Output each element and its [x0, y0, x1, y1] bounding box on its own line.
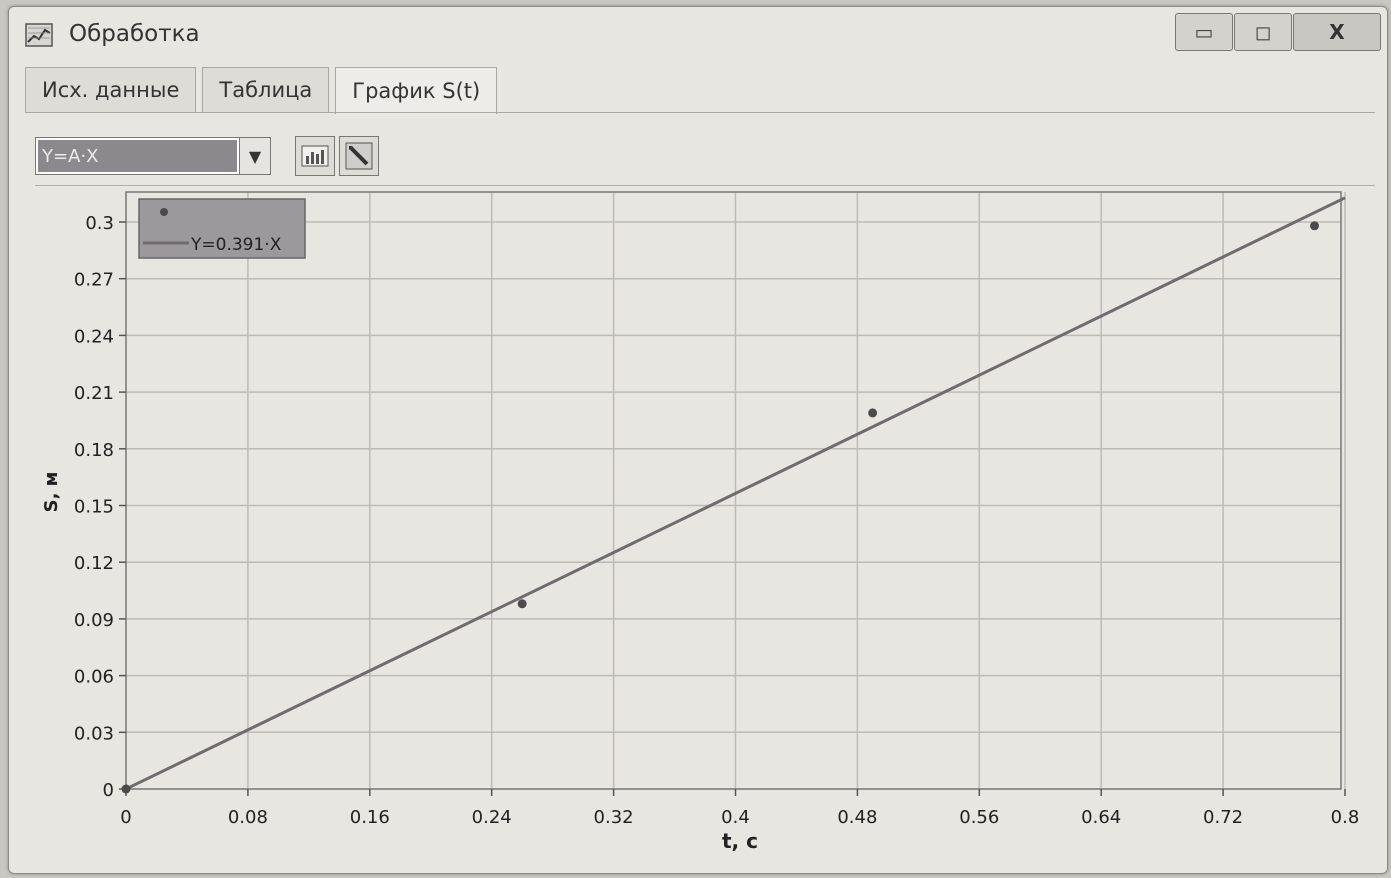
- toolbar: Y=A·X ▼: [35, 133, 379, 179]
- chart-icon: [301, 145, 329, 167]
- toolbar-divider: [35, 185, 1375, 186]
- data-point: [517, 599, 527, 609]
- tab-bar: Исх. данные Таблица График S(t): [25, 67, 503, 114]
- y-tick-label: 0.24: [74, 326, 114, 347]
- tab-divider: [25, 112, 1375, 113]
- maximize-button[interactable]: ◻: [1234, 13, 1292, 51]
- x-tick-label: 0.56: [959, 807, 999, 828]
- chart-button[interactable]: [295, 136, 335, 176]
- x-tick-label: 0.32: [594, 807, 634, 828]
- fit-line-series: [125, 196, 1346, 791]
- measured-points-series: [121, 221, 1320, 794]
- maximize-icon: ◻: [1254, 20, 1272, 44]
- x-tick-label: 0.8: [1331, 807, 1360, 828]
- y-tick-label: 0.06: [74, 667, 114, 688]
- legend-point-marker: [160, 208, 168, 216]
- y-tick-label: 0.09: [74, 610, 114, 631]
- x-tick-label: 0.4: [721, 807, 750, 828]
- chart-legend: Y=0.391·X: [138, 198, 306, 259]
- chevron-down-icon[interactable]: ▼: [239, 138, 270, 174]
- plot-grid: [126, 192, 1346, 789]
- y-tick-label: 0.27: [74, 270, 114, 291]
- y-tick-label: 0: [103, 780, 114, 801]
- minimize-icon: ▭: [1194, 20, 1214, 44]
- x-tick-label: 0.48: [837, 807, 877, 828]
- close-icon: X: [1329, 20, 1345, 44]
- y-tick-label: 0.03: [74, 723, 114, 744]
- y-tick-label: 0.12: [74, 553, 114, 574]
- fit-line: [125, 196, 1346, 791]
- y-tick-label: 0.21: [74, 383, 114, 404]
- x-tick-label: 0.24: [472, 807, 512, 828]
- plot-frame: [125, 191, 1342, 790]
- edit-button[interactable]: [339, 136, 379, 176]
- tab-source-data[interactable]: Исх. данные: [25, 67, 197, 112]
- model-select-value: Y=A·X: [38, 140, 237, 172]
- minimize-button[interactable]: ▭: [1175, 13, 1233, 51]
- y-tick-label: 0.15: [74, 497, 114, 518]
- processing-window: Обработка ▭ ◻ X Исх. данные Таблица Граф…: [8, 6, 1388, 874]
- title-bar[interactable]: Обработка ▭ ◻ X: [9, 7, 1387, 61]
- x-tick-label: 0.72: [1203, 807, 1243, 828]
- y-tick-label: 0.3: [85, 213, 114, 234]
- x-tick-label: 0.08: [228, 807, 268, 828]
- legend-box: [138, 198, 306, 259]
- x-tick-label: 0.64: [1081, 807, 1121, 828]
- data-point: [121, 784, 131, 794]
- model-select[interactable]: Y=A·X ▼: [35, 137, 271, 175]
- x-tick-label: 0: [120, 807, 131, 828]
- graph-s-of-t[interactable]: 0 0.08 0.16 0.24 0.32 0.4 0.48 0.56 0.64 0.72 0.8 0…: [9, 7, 1387, 873]
- app-chart-icon: [25, 23, 53, 47]
- close-button[interactable]: X: [1293, 13, 1381, 51]
- pen-icon: [345, 142, 373, 170]
- y-axis-label: S, м: [41, 472, 62, 513]
- window-title: Обработка: [69, 21, 200, 47]
- data-point: [868, 408, 878, 418]
- y-tick-label: 0.18: [74, 440, 114, 461]
- x-tick-label: 0.16: [350, 807, 390, 828]
- legend-fit-label: Y=0.391·X: [190, 235, 282, 255]
- tab-graph[interactable]: График S(t): [335, 67, 498, 114]
- x-axis-label: t, с: [722, 829, 758, 853]
- data-point: [1310, 221, 1320, 231]
- plot-axes: 0 0.08 0.16 0.24 0.32 0.4 0.48 0.56 0.64 0.72 0.8 0…: [74, 191, 1360, 828]
- tab-table[interactable]: Таблица: [202, 67, 330, 112]
